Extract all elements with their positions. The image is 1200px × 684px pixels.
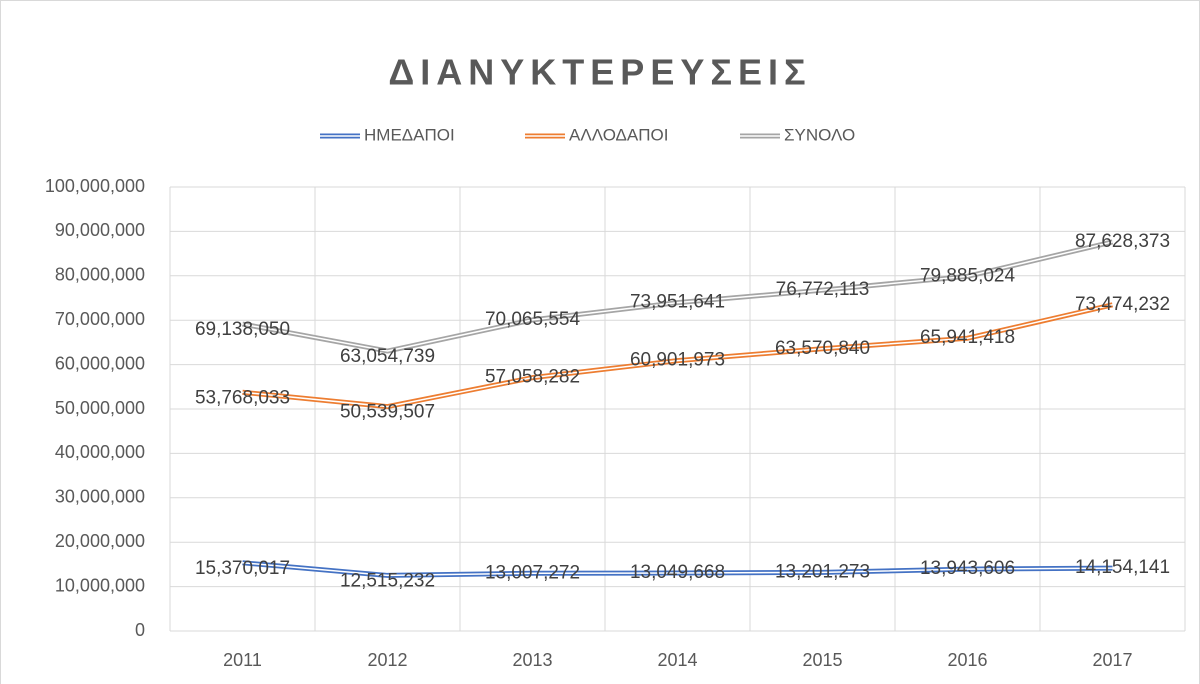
legend-label: ΑΛΛΟΔΑΠΟΙ (569, 125, 668, 144)
y-tick-label: 50,000,000 (55, 398, 145, 418)
y-tick-label: 80,000,000 (55, 265, 145, 285)
x-tick-label: 2013 (512, 650, 552, 670)
data-label: 76,772,113 (776, 279, 870, 300)
data-label: 65,941,418 (920, 327, 1015, 348)
data-label: 12,515,232 (340, 570, 435, 591)
y-tick-label: 40,000,000 (55, 442, 145, 462)
x-tick-label: 2016 (947, 650, 987, 670)
y-tick-label: 100,000,000 (45, 176, 145, 196)
data-label: 73,474,232 (1075, 294, 1170, 315)
data-label: 73,951,641 (630, 292, 725, 313)
data-label: 63,570,840 (775, 338, 870, 359)
data-label: 57,058,282 (485, 367, 580, 388)
data-label: 13,049,668 (630, 562, 725, 583)
y-tick-label: 0 (135, 620, 145, 640)
y-tick-label: 70,000,000 (55, 309, 145, 329)
legend-label: ΣΥΝΟΛΟ (784, 125, 855, 144)
data-label: 79,885,024 (920, 265, 1016, 286)
data-label: 50,539,507 (340, 402, 435, 423)
y-tick-label: 30,000,000 (55, 487, 145, 507)
data-label: 70,065,554 (485, 309, 581, 330)
y-tick-label: 90,000,000 (55, 220, 145, 240)
x-tick-label: 2011 (223, 650, 262, 670)
data-label: 53,768,033 (195, 387, 290, 408)
data-label: 13,007,272 (485, 562, 580, 583)
data-label: 69,138,050 (195, 319, 290, 340)
data-label: 15,370,017 (195, 558, 290, 579)
chart-title: ΔΙΑΝΥΚΤΕΡΕΥΣΕΙΣ (388, 52, 811, 93)
data-label: 60,901,973 (630, 350, 725, 371)
data-label: 14,154,141 (1075, 557, 1170, 578)
x-tick-label: 2012 (367, 650, 407, 670)
data-label: 63,054,739 (340, 346, 435, 367)
y-tick-label: 20,000,000 (55, 531, 145, 551)
data-label: 13,943,606 (920, 558, 1015, 579)
x-tick-label: 2017 (1092, 650, 1132, 670)
series-line-inner (242, 304, 1113, 408)
series-line-inner (242, 562, 1113, 577)
x-tick-label: 2015 (802, 650, 842, 670)
x-tick-label: 2014 (657, 650, 697, 670)
legend-label: ΗΜΕΔΑΠΟΙ (364, 125, 455, 144)
data-label: 13,201,273 (775, 561, 870, 582)
data-label: 87,628,373 (1075, 231, 1170, 252)
y-tick-label: 60,000,000 (55, 353, 145, 373)
series-line-inner (242, 241, 1113, 352)
y-tick-label: 10,000,000 (55, 575, 145, 595)
